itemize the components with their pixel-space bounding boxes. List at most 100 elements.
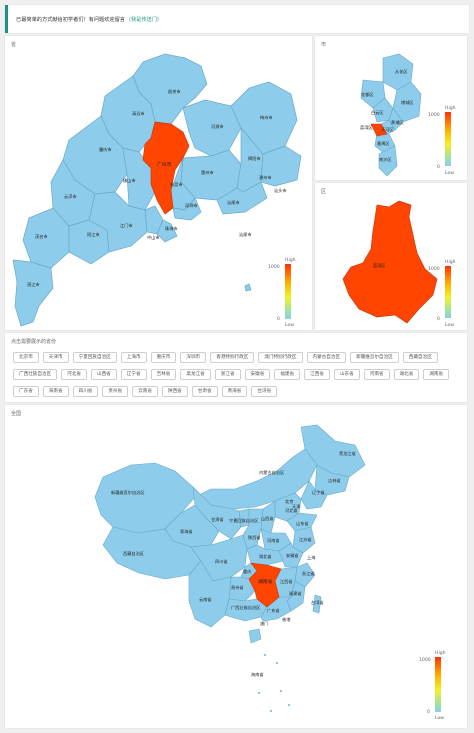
province-chip[interactable]: 内蒙古自治区: [306, 352, 347, 363]
province-chip[interactable]: 湖北省: [393, 369, 420, 380]
label-zhaoqing: 肇庆市: [99, 146, 112, 153]
map-region-jiangmen[interactable]: [88, 191, 148, 253]
label-guangzhou: 广州市: [157, 161, 172, 168]
province-chip[interactable]: 湖南省: [423, 369, 450, 380]
province-chip[interactable]: 浙江省: [214, 369, 241, 380]
label-jiangsu: 江苏省: [299, 536, 312, 543]
label-guizhou: 贵州省: [231, 584, 244, 591]
province-chip[interactable]: 西藏自治区: [402, 352, 438, 363]
province-chip[interactable]: 黑龙江省: [180, 369, 211, 380]
province-chip[interactable]: 吉林省: [150, 369, 177, 380]
label-hongkong: 香港: [282, 616, 291, 623]
label-zhanjiang: 湛江市: [27, 281, 40, 288]
visual-map-bar[interactable]: [445, 112, 451, 166]
province-chip[interactable]: 广东省: [13, 386, 39, 397]
visual-map-low: Low: [435, 715, 444, 721]
label-huadu: 花都区: [361, 91, 374, 98]
china-map: 黑龙江省 内蒙古自治区 吉林省 新疆维吾尔自治区 辽宁省 北京 天津 河北省 山…: [94, 424, 446, 721]
map-region-yunnan[interactable]: [188, 560, 232, 628]
province-chip[interactable]: 山西省: [90, 369, 117, 380]
map-region-zhuhai[interactable]: [156, 219, 178, 243]
map-region-shanwei[interactable]: [216, 181, 268, 215]
province-chip[interactable]: 天津市: [42, 352, 69, 363]
province-chip[interactable]: 河南省: [363, 369, 390, 380]
map-region-hainan[interactable]: [248, 628, 262, 644]
province-chip[interactable]: 陕西省: [161, 386, 188, 397]
visual-map-bar[interactable]: [435, 657, 441, 712]
province-map-panel: 省 韶关市 清远市 河源市: [5, 36, 312, 330]
province-chip[interactable]: 重庆市: [150, 352, 177, 363]
label-panyu: 番禺区: [377, 140, 390, 147]
map-region-nansha[interactable]: [378, 145, 398, 177]
label-conghua: 从化区: [395, 68, 408, 75]
portal-link[interactable]: (我是传送门): [128, 16, 159, 23]
label-shantou: 汕头市: [274, 187, 287, 194]
label-macau: 澳门: [260, 620, 268, 627]
visual-map-max: 1000: [428, 112, 440, 118]
map-region-shenzhen[interactable]: [172, 197, 202, 221]
label-dongguan: 东莞市: [170, 181, 183, 188]
label-jieyang: 揭阳市: [248, 155, 261, 162]
visual-map-high: High: [435, 650, 446, 656]
province-chip[interactable]: 台湾省: [251, 386, 278, 397]
province-chip[interactable]: 海南省: [42, 386, 69, 397]
province-chip[interactable]: 云南省: [132, 386, 158, 397]
map-region-island[interactable]: [244, 283, 252, 292]
guangdong-map: 韶关市 清远市 河源市 梅州市 肇庆市 广州市 惠州市 揭阳市 潮州市 佛山市 …: [12, 53, 302, 328]
province-chip[interactable]: 上海市: [120, 352, 147, 363]
province-panel-title: 省: [11, 42, 17, 48]
city-panel-title: 市: [321, 42, 327, 48]
map-region-zhanjiang[interactable]: [12, 259, 54, 327]
province-chip[interactable]: 北京市: [13, 352, 39, 363]
map-region-anhui[interactable]: [278, 542, 304, 568]
province-chip[interactable]: 贵州省: [102, 386, 129, 397]
province-chip[interactable]: 广西壮族自治区: [13, 369, 58, 380]
label-nansha: 南沙区: [379, 156, 392, 162]
visual-map-low: Low: [445, 170, 454, 176]
map-region-guangzhou[interactable]: [142, 121, 190, 215]
label-shanwei-2: 汕尾市: [239, 231, 252, 238]
map-region-liwan[interactable]: [370, 123, 388, 137]
province-chip[interactable]: 甘肃省: [191, 386, 218, 397]
notice-bar: 已最简单的方式献给初学者们！有问题欢迎留言 (我是传送门): [5, 5, 469, 33]
province-chip[interactable]: 四川省: [72, 386, 99, 397]
province-chip[interactable]: 香港特别行政区: [210, 352, 255, 363]
label-xinjiang: 新疆维吾尔自治区: [111, 489, 145, 496]
province-chip[interactable]: 江西省: [304, 369, 330, 380]
province-chip[interactable]: 新疆维吾尔自治区: [350, 352, 399, 363]
label-shaoguan: 韶关市: [168, 88, 181, 95]
nation-panel-title: 全国: [11, 411, 22, 417]
label-heilongjiang: 黑龙江省: [339, 450, 356, 457]
province-chip[interactable]: 青海省: [221, 386, 248, 397]
visual-map-high: High: [445, 105, 456, 111]
label-jiangmen: 江门市: [120, 222, 133, 229]
label-shanwei: 汕尾市: [227, 199, 240, 206]
province-chip[interactable]: 河北省: [61, 369, 87, 380]
province-select-panel: 点击需要展示的省份 北京市 天津市 宁夏回族自治区 上海市 重庆市 深圳市 香港特别行政区澳…: [5, 333, 467, 402]
map-region-hunan[interactable]: [248, 562, 282, 608]
label-henan: 河南省: [267, 537, 280, 544]
map-region-maoming[interactable]: [22, 207, 70, 269]
label-neimenggu: 内蒙古自治区: [259, 469, 284, 476]
label-gansu: 甘肃省: [211, 516, 224, 523]
visual-map-min: 0: [437, 316, 440, 322]
province-chip[interactable]: 安徽省: [244, 369, 271, 380]
label-zhongshan: 中山市: [147, 234, 160, 241]
visual-map-min: 0: [277, 316, 280, 322]
visual-map-max: 1000: [419, 657, 431, 663]
map-region-guangdong[interactable]: [260, 596, 292, 622]
province-chip[interactable]: 山东省: [333, 369, 360, 380]
province-chip[interactable]: 深圳市: [180, 352, 207, 363]
label-liwan-large: 荔湾区: [373, 262, 386, 269]
label-fujian: 福建省: [289, 590, 302, 597]
province-chip[interactable]: 辽宁省: [120, 369, 147, 380]
map-region-jiangsu[interactable]: [292, 526, 316, 554]
map-region-taiwan[interactable]: [312, 594, 322, 614]
province-chip[interactable]: 福建省: [274, 369, 301, 380]
map-region-shandong[interactable]: [286, 512, 318, 532]
map-region-liwan-large[interactable]: [342, 200, 438, 324]
visual-map-bar[interactable]: [445, 266, 451, 318]
visual-map-bar[interactable]: [285, 264, 291, 319]
province-chip[interactable]: 宁夏回族自治区: [72, 352, 117, 363]
province-chip[interactable]: 澳门特别行政区: [258, 352, 303, 363]
